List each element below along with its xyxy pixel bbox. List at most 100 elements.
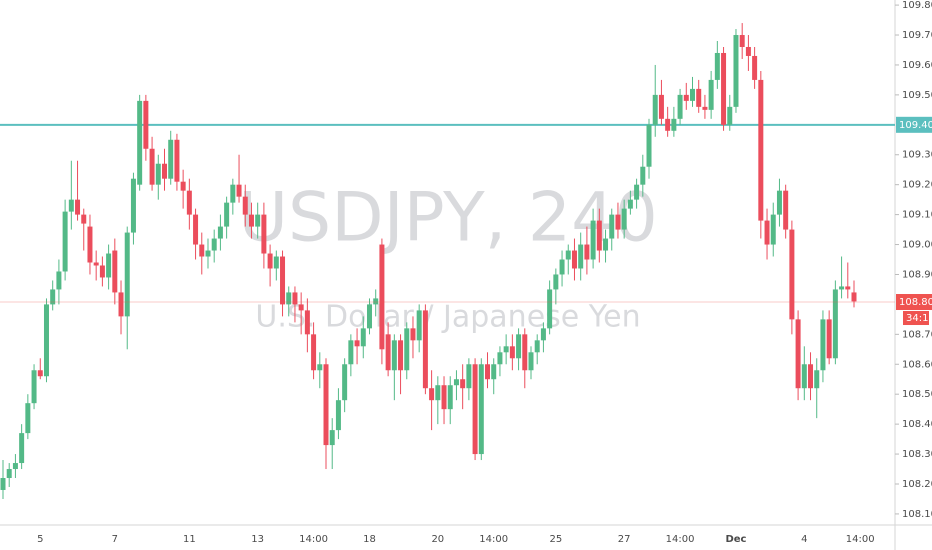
y-tick-label: 109.000 (902, 240, 932, 251)
candle-body (683, 94, 689, 101)
candle-body (652, 94, 658, 125)
candle-body (242, 196, 248, 215)
candle-body (615, 214, 621, 230)
x-tick-label: 14:00 (666, 534, 695, 545)
candle-body (329, 430, 335, 446)
candle-body (373, 298, 379, 305)
candle-body (193, 214, 199, 245)
y-tick-label: 108.300 (902, 449, 932, 460)
candle-body (180, 181, 186, 191)
x-tick-label: 18 (363, 534, 376, 545)
last-price-label: 108.808 (899, 297, 932, 308)
candle-body (280, 256, 286, 305)
y-tick-label: 108.200 (902, 479, 932, 490)
candle-body (497, 352, 503, 365)
candle-body (820, 319, 826, 371)
x-tick-label: Dec (725, 534, 746, 545)
y-tick-label: 109.800 (902, 0, 932, 11)
candle-body (398, 340, 404, 371)
y-tick-label: 109.700 (902, 30, 932, 41)
candle-body (342, 364, 348, 401)
candle-body (540, 328, 546, 341)
candle-body (603, 238, 609, 251)
candle-body (627, 199, 633, 209)
candle-body (783, 190, 789, 230)
candle-body (255, 214, 261, 227)
candle-body (671, 118, 677, 131)
candle-body (261, 214, 267, 254)
candle-body (739, 35, 745, 47)
candle-body (466, 364, 472, 389)
candle-body (429, 388, 435, 401)
candle-body (311, 334, 317, 371)
candle-body (565, 250, 571, 260)
level-label-box (896, 116, 932, 133)
candle-body (447, 385, 453, 410)
candle-body (634, 184, 640, 200)
candle-body (286, 292, 292, 305)
candle-body (205, 250, 211, 257)
candle-body (453, 379, 459, 386)
x-tick-label: 5 (37, 534, 43, 545)
x-tick-label: 27 (618, 534, 631, 545)
candle-body (733, 35, 739, 107)
candle-body (366, 304, 372, 329)
x-tick-label: 20 (431, 534, 444, 545)
candle-body (534, 340, 540, 353)
candle-body (826, 319, 832, 359)
candle-body (317, 364, 323, 371)
candle-body (25, 403, 31, 434)
y-tick-label: 109.600 (902, 60, 932, 71)
candle-body (174, 139, 180, 182)
candle-body (404, 328, 410, 371)
candle-body (708, 79, 714, 110)
candle-body (814, 370, 820, 389)
candle-body (12, 463, 18, 470)
candle-body (217, 226, 223, 239)
candle-body (168, 139, 174, 179)
candle-body (149, 148, 155, 185)
candle-body (770, 214, 776, 245)
candle-body (416, 310, 422, 341)
candle-body (93, 262, 99, 266)
candle-body (137, 100, 143, 185)
y-tick-label: 108.600 (902, 359, 932, 370)
candle-body (99, 265, 105, 278)
candle-body (130, 178, 136, 233)
candle-body (56, 271, 62, 290)
candle-body (578, 244, 584, 269)
candle-body (522, 334, 528, 371)
candle-body (776, 190, 782, 215)
candle-body (752, 55, 758, 80)
candle-body (609, 214, 615, 239)
candle-body (621, 208, 627, 230)
candle-body (640, 166, 646, 185)
watermark-description: U.S. Dollar / Japanese Yen (255, 300, 640, 335)
y-tick-label: 108.400 (902, 419, 932, 430)
countdown-label: 34:12 (906, 313, 932, 324)
candle-body (348, 340, 354, 365)
candle-body (186, 190, 192, 215)
candle-body (721, 52, 727, 125)
candle-body (50, 289, 56, 305)
candle-body (224, 202, 230, 227)
candle-body (509, 346, 515, 359)
candle-body (118, 292, 124, 317)
countdown-box (903, 311, 929, 326)
x-tick-label: 4 (801, 534, 807, 545)
candle-body (646, 124, 652, 167)
candle-body (354, 340, 360, 347)
candle-body (75, 199, 81, 215)
candle-body (764, 220, 770, 245)
candle-body (31, 370, 37, 404)
candle-body (410, 328, 416, 341)
y-tick-label: 108.100 (902, 509, 932, 520)
candle-body (485, 364, 491, 380)
candle-body (801, 364, 807, 389)
candle-body (81, 214, 87, 224)
y-tick-label: 108.900 (902, 269, 932, 280)
y-tick-label: 109.300 (902, 150, 932, 161)
candle-body (87, 226, 93, 263)
candle-body (559, 259, 565, 275)
candle-body (0, 478, 6, 490)
